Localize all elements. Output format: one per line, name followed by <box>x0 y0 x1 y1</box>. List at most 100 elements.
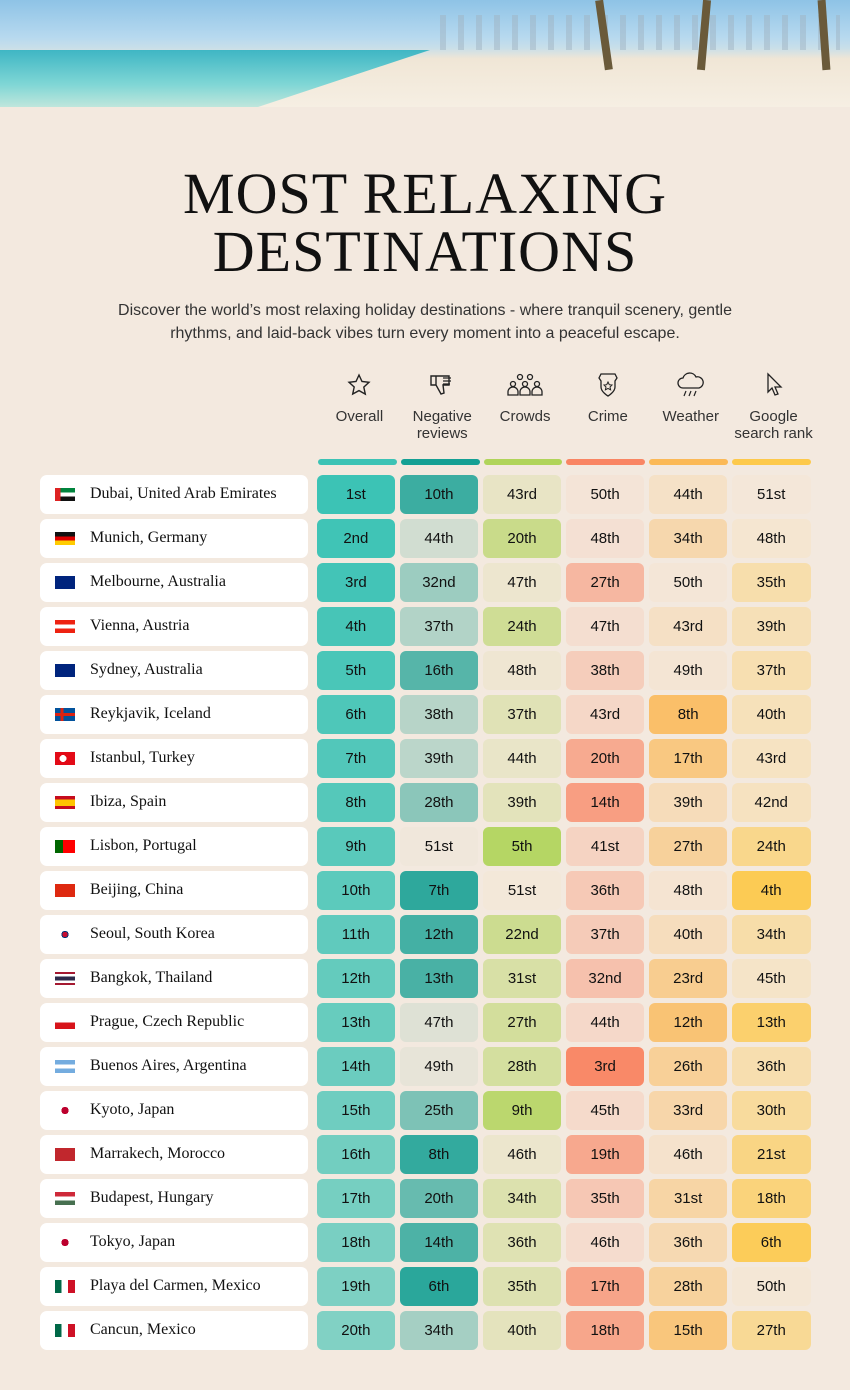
thumbs-down-icon <box>401 372 484 398</box>
rank-cell-weather: 49th <box>648 650 728 690</box>
rank-cell-google-search-rank: 6th <box>731 1222 811 1262</box>
destination-name-cell: Reykjavik, Iceland <box>40 694 308 734</box>
people-icon <box>484 372 567 398</box>
rank-cell-crime: 38th <box>565 650 645 690</box>
rank-cell-google-search-rank: 37th <box>731 650 811 690</box>
rank-cell-crime: 43rd <box>565 694 645 734</box>
flag-ar-icon <box>55 1059 75 1073</box>
rank-cell-crowds: 34th <box>482 1178 562 1218</box>
flag-jp-icon <box>55 1103 75 1117</box>
destination-name-cell: Sydney, Australia <box>40 650 308 690</box>
rank-cell-crime: 35th <box>565 1178 645 1218</box>
destination-name: Playa del Carmen, Mexico <box>90 1277 261 1294</box>
column-color-bar <box>566 459 646 465</box>
table-row: Budapest, Hungary 17th 20th 34th 35th 31st 18t… <box>40 1176 815 1220</box>
rank-cell-weather: 17th <box>648 738 728 778</box>
rank-cell-google-search-rank: 13th <box>731 1002 811 1042</box>
column-color-bar <box>732 459 811 465</box>
rank-cell-crowds: 5th <box>482 826 562 866</box>
rank-cell-crowds: 46th <box>482 1134 562 1174</box>
rank-cell-crime: 45th <box>565 1090 645 1130</box>
flag-hu-icon <box>55 1191 75 1205</box>
rank-cell-google-search-rank: 4th <box>731 870 811 910</box>
rank-cell-google-search-rank: 43rd <box>731 738 811 778</box>
table-row: Kyoto, Japan 15th 25th 9th 45th 33rd 30th <box>40 1088 815 1132</box>
rank-cell-crowds: 37th <box>482 694 562 734</box>
rank-cell-overall: 8th <box>316 782 396 822</box>
rank-cell-negative-reviews: 10th <box>399 474 479 514</box>
destination-name: Marrakech, Morocco <box>90 1145 226 1162</box>
rank-cell-crowds: 31st <box>482 958 562 998</box>
column-headers: Overall Negative reviews Crowds Crime Weathe… <box>318 370 815 465</box>
rank-cell-negative-reviews: 25th <box>399 1090 479 1130</box>
rank-cell-google-search-rank: 34th <box>731 914 811 954</box>
rank-cell-google-search-rank: 51st <box>731 474 811 514</box>
rank-cell-weather: 48th <box>648 870 728 910</box>
column-header-weather: Weather <box>649 370 732 465</box>
flag-th-icon <box>55 971 75 985</box>
rank-cell-crowds: 27th <box>482 1002 562 1042</box>
column-header-crime: Crime <box>566 370 649 465</box>
rank-cell-crowds: 35th <box>482 1266 562 1306</box>
flag-mx-icon <box>55 1323 75 1337</box>
rank-cell-weather: 34th <box>648 518 728 558</box>
flag-de-icon <box>55 531 75 545</box>
rank-cell-crowds: 47th <box>482 562 562 602</box>
rank-cell-negative-reviews: 49th <box>399 1046 479 1086</box>
rank-cell-negative-reviews: 7th <box>399 870 479 910</box>
rank-cell-negative-reviews: 39th <box>399 738 479 778</box>
destination-name-cell: Cancun, Mexico <box>40 1310 308 1350</box>
column-header-google-search-rank: Google search rank <box>732 370 815 465</box>
rank-cell-crime: 48th <box>565 518 645 558</box>
destination-name-cell: Istanbul, Turkey <box>40 738 308 778</box>
beach-hero-image <box>0 0 850 107</box>
rank-cell-weather: 43rd <box>648 606 728 646</box>
destination-name: Ibiza, Spain <box>90 793 167 810</box>
rank-cell-negative-reviews: 13th <box>399 958 479 998</box>
rank-cell-crime: 14th <box>565 782 645 822</box>
rank-cell-crime: 36th <box>565 870 645 910</box>
table-row: Melbourne, Australia 3rd 32nd 47th 27th 50th 3… <box>40 560 815 604</box>
table-row: Dubai, United Arab Emirates 1st 10th 43rd 50… <box>40 472 815 516</box>
rank-cell-negative-reviews: 44th <box>399 518 479 558</box>
column-label: Negative reviews <box>412 408 472 442</box>
rank-cell-overall: 13th <box>316 1002 396 1042</box>
table-row: Cancun, Mexico 20th 34th 40th 18th 15th 27th <box>40 1308 815 1352</box>
destination-name-cell: Melbourne, Australia <box>40 562 308 602</box>
flag-mx-icon <box>55 1279 75 1293</box>
rank-cell-weather: 33rd <box>648 1090 728 1130</box>
column-label: Weather <box>662 408 719 425</box>
rank-cell-overall: 9th <box>316 826 396 866</box>
destination-name: Sydney, Australia <box>90 661 203 678</box>
rank-cell-overall: 20th <box>316 1310 396 1350</box>
destination-name: Cancun, Mexico <box>90 1321 196 1338</box>
rank-cell-negative-reviews: 12th <box>399 914 479 954</box>
column-header-crowds: Crowds <box>483 370 567 465</box>
rank-cell-weather: 31st <box>648 1178 728 1218</box>
destination-name-cell: Seoul, South Korea <box>40 914 308 954</box>
rank-cell-google-search-rank: 48th <box>731 518 811 558</box>
rank-cell-google-search-rank: 39th <box>731 606 811 646</box>
rank-cell-crowds: 24th <box>482 606 562 646</box>
rank-cell-crowds: 43rd <box>482 474 562 514</box>
rank-cell-crime: 50th <box>565 474 645 514</box>
rank-cell-negative-reviews: 28th <box>399 782 479 822</box>
rank-cell-weather: 12th <box>648 1002 728 1042</box>
rank-cell-google-search-rank: 50th <box>731 1266 811 1306</box>
destination-name: Seoul, South Korea <box>90 925 215 942</box>
rank-cell-crowds: 51st <box>482 870 562 910</box>
table-row: Reykjavik, Iceland 6th 38th 37th 43rd 8th 40th <box>40 692 815 736</box>
rank-cell-crowds: 39th <box>482 782 562 822</box>
rank-cell-google-search-rank: 45th <box>731 958 811 998</box>
flag-au-icon <box>55 575 75 589</box>
rank-cell-overall: 16th <box>316 1134 396 1174</box>
table-row: Istanbul, Turkey 7th 39th 44th 20th 17th 43rd <box>40 736 815 780</box>
rank-cell-overall: 12th <box>316 958 396 998</box>
destination-name-cell: Munich, Germany <box>40 518 308 558</box>
column-color-bar <box>318 459 397 465</box>
rank-cell-negative-reviews: 32nd <box>399 562 479 602</box>
column-label: Google search rank <box>734 408 813 442</box>
rank-cell-negative-reviews: 8th <box>399 1134 479 1174</box>
rank-cell-crime: 32nd <box>565 958 645 998</box>
flag-pt-icon <box>55 839 75 853</box>
